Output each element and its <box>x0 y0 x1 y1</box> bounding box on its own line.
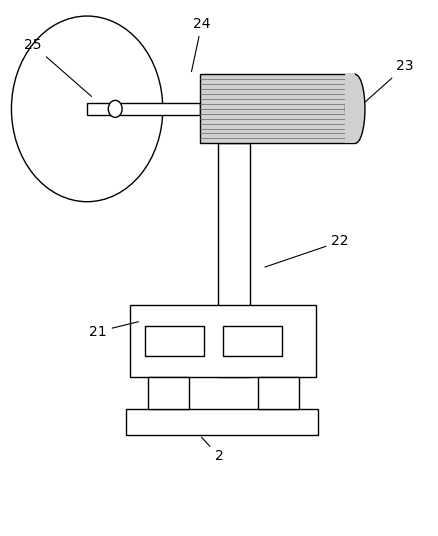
Text: 23: 23 <box>360 59 414 107</box>
Bar <box>200 75 355 143</box>
Text: 2: 2 <box>201 437 223 463</box>
Bar <box>223 326 282 355</box>
Text: 21: 21 <box>89 322 138 339</box>
Circle shape <box>11 16 163 202</box>
Bar <box>131 305 316 377</box>
Bar <box>145 326 204 355</box>
Bar <box>258 377 299 408</box>
Bar <box>126 408 318 435</box>
Circle shape <box>108 100 122 117</box>
Text: 25: 25 <box>24 38 92 96</box>
Bar <box>346 75 355 143</box>
Bar <box>218 143 251 377</box>
Ellipse shape <box>346 75 365 143</box>
Bar <box>148 377 189 408</box>
Text: 22: 22 <box>265 234 349 267</box>
Text: 24: 24 <box>191 17 210 72</box>
Bar <box>87 103 200 115</box>
